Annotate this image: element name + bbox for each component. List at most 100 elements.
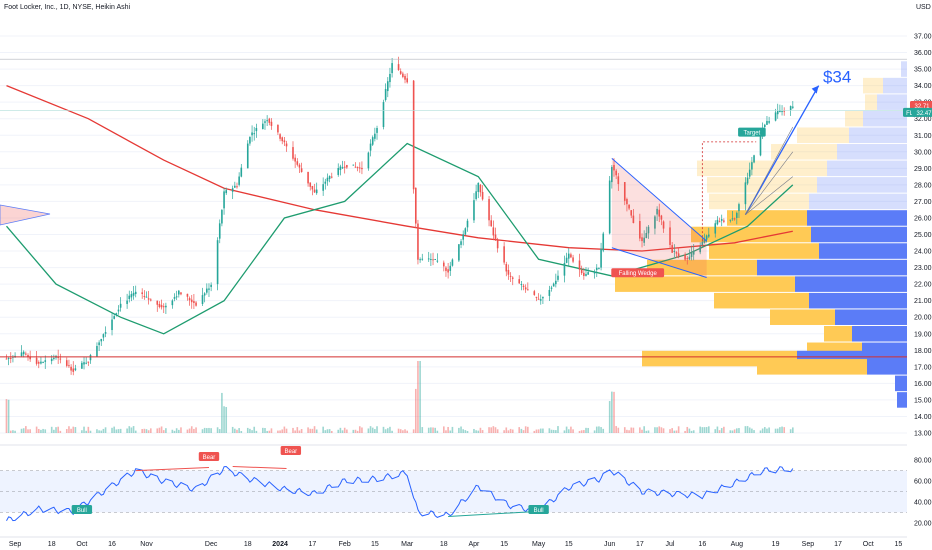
- volume-bar: [128, 426, 131, 433]
- candle-body: [447, 269, 449, 273]
- candle-body: [44, 360, 47, 362]
- volume-profile-up: [697, 160, 827, 177]
- candle-body: [593, 271, 596, 274]
- volume-bar: [255, 430, 258, 433]
- bear-label-2-bg: [280, 446, 302, 455]
- rsi-tick-label: 80.00: [914, 458, 932, 465]
- volume-bar: [645, 430, 648, 433]
- volume-bar: [210, 428, 212, 433]
- candle-body: [460, 241, 462, 245]
- volume-bar: [600, 427, 602, 433]
- candle-body: [173, 297, 176, 299]
- volume-bar: [630, 427, 633, 433]
- volume-bar: [9, 430, 12, 433]
- volume-bar: [643, 426, 645, 433]
- candle-body: [255, 128, 258, 132]
- volume-bar: [611, 391, 613, 433]
- volume-bar: [369, 426, 372, 433]
- volume-profile-up: [863, 77, 883, 94]
- y-tick-label: 20.00: [914, 315, 932, 322]
- candle-body: [42, 362, 44, 364]
- candle-body: [462, 234, 465, 240]
- volume-bar: [141, 429, 143, 433]
- volume-bar: [346, 429, 348, 433]
- volume-bar: [658, 426, 661, 433]
- candle-body: [352, 164, 355, 166]
- volume-bar: [602, 428, 605, 433]
- volume-bar: [692, 430, 695, 433]
- candle-body: [451, 259, 454, 266]
- volume-bar: [578, 430, 581, 433]
- volume-bar: [236, 429, 238, 433]
- candle-body: [611, 167, 613, 183]
- x-tick-label: 15: [894, 541, 902, 548]
- y-tick-label: 31.00: [914, 133, 932, 140]
- candle-body: [595, 267, 598, 270]
- falling-wedge: [611, 158, 707, 278]
- x-tick-label: Mar: [401, 541, 414, 548]
- candle-body: [628, 204, 630, 209]
- volume-bar: [40, 429, 42, 433]
- x-tick-label: Sep: [9, 541, 22, 548]
- last-price-badge: 32.71: [914, 104, 930, 110]
- volume-bar: [520, 428, 523, 433]
- volume-bar: [322, 426, 324, 433]
- candle-body: [578, 260, 581, 270]
- volume-profile-down: [863, 110, 907, 127]
- volume-bar: [509, 428, 512, 433]
- volume-bar: [542, 428, 544, 433]
- volume-bar: [216, 427, 219, 433]
- candle-body: [432, 259, 434, 261]
- candle-body: [623, 182, 626, 201]
- candle-body: [358, 167, 361, 169]
- volume-bar: [688, 428, 691, 433]
- volume-bar: [731, 430, 734, 433]
- volume-profile-down: [901, 61, 907, 77]
- candle-body: [221, 210, 223, 224]
- candle-body: [479, 184, 482, 193]
- volume-bar: [445, 430, 447, 433]
- x-tick-label: 17: [308, 541, 316, 548]
- candle-body: [430, 259, 432, 261]
- x-tick-label: Jul: [666, 541, 675, 548]
- candle-body: [511, 277, 514, 279]
- volume-bar: [37, 428, 40, 433]
- volume-profile-up: [771, 144, 837, 160]
- volume-profile-down: [897, 392, 907, 408]
- volume-bar: [292, 427, 294, 433]
- volume-bar: [488, 427, 490, 433]
- volume-bar: [130, 427, 133, 433]
- candle-body: [87, 361, 90, 363]
- candle-body: [195, 302, 197, 306]
- y-tick-label: 17.00: [914, 364, 932, 371]
- volume-bar: [738, 428, 740, 433]
- volume-bar: [675, 430, 678, 433]
- candle-body: [567, 253, 570, 259]
- candle-body: [307, 171, 309, 184]
- candle-body: [25, 353, 27, 355]
- candle-body: [442, 262, 445, 267]
- volume-bar: [311, 428, 314, 433]
- volume-bar: [221, 392, 223, 433]
- ma-fast-line: [6, 142, 794, 335]
- volume-bar: [171, 429, 174, 433]
- rsi-pane: [0, 465, 907, 522]
- x-tick-label: May: [532, 541, 546, 548]
- volume-bar: [764, 427, 766, 433]
- candle-body: [639, 221, 641, 239]
- candle-body: [225, 190, 228, 194]
- x-tick-label: Apr: [469, 541, 481, 548]
- x-tick-label: 18: [244, 541, 252, 548]
- candle-body: [70, 366, 72, 371]
- volume-bar: [117, 429, 120, 433]
- volume-bar: [421, 427, 424, 433]
- y-tick-label: 15.00: [914, 397, 932, 404]
- volume-bar: [593, 430, 596, 433]
- volume-bar: [720, 428, 723, 433]
- candle-body: [162, 306, 165, 308]
- volume-bar: [234, 428, 236, 433]
- volume-bar: [268, 430, 271, 433]
- wedge-left: [0, 204, 51, 226]
